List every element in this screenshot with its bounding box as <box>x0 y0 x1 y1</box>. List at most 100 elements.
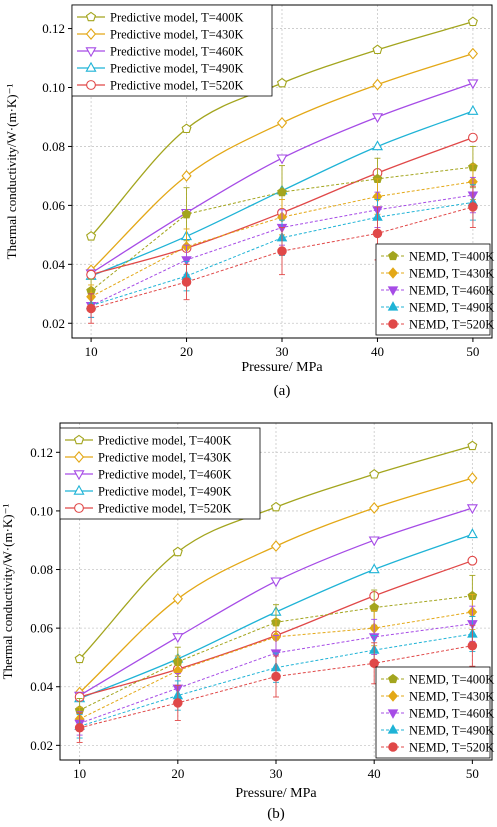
data-point <box>86 231 97 241</box>
series-model-400k <box>86 16 478 241</box>
x-tick-label: 40 <box>368 766 381 781</box>
x-tick-label: 50 <box>466 344 479 359</box>
y-tick-label: 0.06 <box>30 621 53 636</box>
data-point <box>276 116 288 129</box>
data-point <box>467 16 478 27</box>
legend-label: NEMD, T=490K <box>409 724 494 738</box>
data-point <box>270 540 282 552</box>
x-axis-label: Pressure/ MPa <box>235 786 317 801</box>
legend-nemd: NEMD, T=400K NEMD, T=430K NEMD, T=460K NEMD… <box>375 243 494 336</box>
legend-label: Predictive model, T=400K <box>98 434 232 448</box>
y-tick-label: 0.06 <box>42 198 65 213</box>
legend-marker <box>387 724 399 734</box>
legend-marker <box>73 484 85 495</box>
legend-marker <box>73 434 85 445</box>
data-point <box>369 469 380 479</box>
y-tick-label: 0.04 <box>42 257 65 272</box>
data-point <box>270 501 282 512</box>
data-point <box>467 440 478 451</box>
data-point <box>276 77 288 88</box>
legend-marker <box>85 11 97 22</box>
legend-marker <box>388 250 398 261</box>
data-point <box>371 113 384 124</box>
legend-label: NEMD, T=430K <box>409 267 494 281</box>
x-tick-label: 20 <box>180 344 193 359</box>
legend-model: Predictive model, T=400K Predictive model… <box>71 4 273 97</box>
x-tick-label: 30 <box>270 766 283 781</box>
data-point <box>467 104 479 115</box>
y-tick-label: 0.12 <box>30 445 53 460</box>
y-tick-label: 0.02 <box>42 316 65 331</box>
legend-marker <box>74 503 84 513</box>
legend-label: NEMD, T=490K <box>409 301 494 315</box>
data-point <box>467 79 479 90</box>
data-point <box>466 504 478 515</box>
data-point <box>467 640 478 651</box>
legend-marker <box>388 267 398 279</box>
panel-label: (a) <box>274 383 291 399</box>
data-point <box>181 209 192 219</box>
data-point <box>467 132 478 143</box>
data-point <box>468 202 478 212</box>
legend-nemd: NEMD, T=400K NEMD, T=430K NEMD, T=460K NEMD… <box>375 666 494 759</box>
legend-label: NEMD, T=430K <box>409 690 494 704</box>
legend-model: Predictive model, T=400K Predictive model… <box>59 427 261 520</box>
y-tick-label: 0.08 <box>42 139 65 154</box>
data-point <box>172 633 184 644</box>
legend-marker <box>388 673 398 684</box>
data-point <box>86 303 96 314</box>
legend-box <box>71 4 273 97</box>
x-tick-label: 20 <box>171 766 184 781</box>
y-axis-label: Thermal conductivity/W·(m·K)⁻¹ <box>0 504 15 680</box>
data-point <box>369 502 380 514</box>
legend-label: Predictive model, T=460K <box>98 468 232 482</box>
x-tick-label: 30 <box>276 344 289 359</box>
legend-label: NEMD, T=400K <box>409 673 494 687</box>
legend-marker <box>73 451 85 463</box>
data-point <box>74 722 85 733</box>
legend-marker <box>388 742 398 752</box>
panel-label: (b) <box>267 806 285 822</box>
y-tick-label: 0.08 <box>30 562 53 577</box>
legend-marker <box>85 28 97 40</box>
data-point <box>277 187 287 197</box>
legend-marker <box>73 470 85 481</box>
series-line <box>79 623 473 724</box>
legend-label: Predictive model, T=490K <box>110 62 244 76</box>
data-point <box>271 671 281 682</box>
legend-marker <box>387 301 399 311</box>
data-point <box>371 140 384 151</box>
series-model-430k <box>85 47 479 277</box>
x-axis-label: Pressure/ MPa <box>241 360 323 375</box>
legend-marker <box>388 690 398 702</box>
y-tick-label: 0.04 <box>30 679 53 694</box>
legend-label: Predictive model, T=430K <box>110 28 244 42</box>
data-point <box>369 658 379 669</box>
data-point <box>368 563 380 574</box>
data-point <box>372 228 383 239</box>
legend-marker <box>388 319 398 329</box>
y-axis-label: Thermal conductivity/W·(m·K)⁻¹ <box>4 84 19 260</box>
legend-label: Predictive model, T=490K <box>98 485 232 499</box>
chart-panel-a: 10 20 30 40 50 0.02 0.04 0.06 0.08 0.10 0.12 Pressu… <box>4 4 494 399</box>
legend-marker <box>86 80 96 90</box>
x-tick-label: 40 <box>371 344 384 359</box>
legend-label: Predictive model, T=400K <box>110 11 244 25</box>
data-point <box>372 44 383 55</box>
series-model-400k <box>74 440 478 664</box>
legend-marker <box>85 61 97 72</box>
data-point <box>172 592 183 605</box>
legend-label: Predictive model, T=460K <box>110 45 244 59</box>
data-point <box>181 277 192 287</box>
data-point <box>467 472 478 485</box>
x-tick-label: 10 <box>85 344 98 359</box>
series-line <box>90 21 474 237</box>
legend-marker <box>85 47 97 58</box>
legend-label: NEMD, T=520K <box>409 741 494 755</box>
y-tick-label: 0.10 <box>42 80 65 95</box>
series-nemd-520k <box>74 624 478 743</box>
data-point <box>369 602 380 612</box>
data-point <box>467 555 478 566</box>
chart-panel-b: 10 20 30 40 50 0.02 0.04 0.06 0.08 0.10 0.12 Pressu… <box>0 422 494 822</box>
x-tick-label: 10 <box>73 766 86 781</box>
